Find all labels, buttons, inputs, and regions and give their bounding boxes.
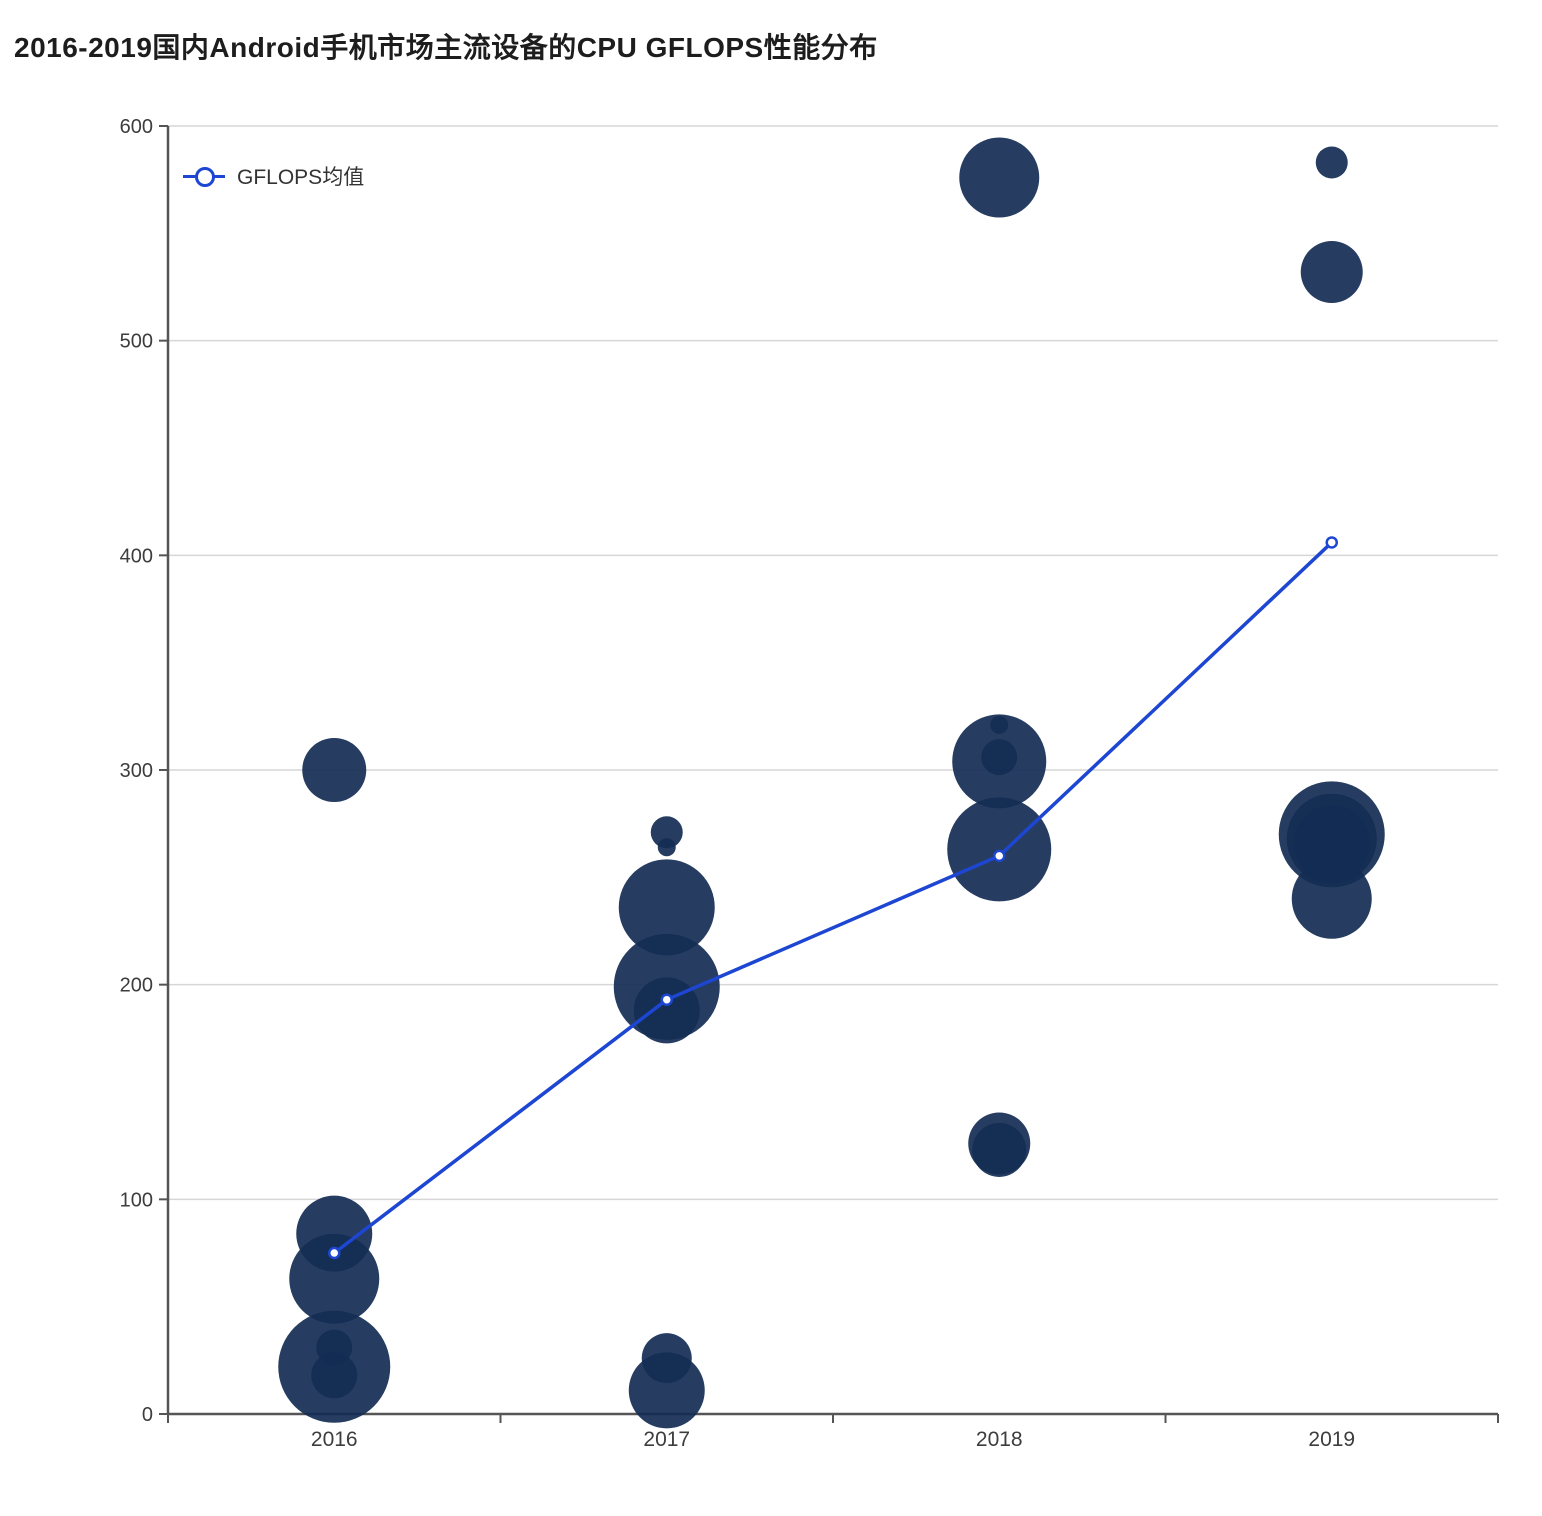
chart-title: 2016-2019国内Android手机市场主流设备的CPU GFLOPS性能分… [14,32,878,63]
y-axis-label: 500 [120,331,153,353]
mean-point[interactable] [993,849,1006,863]
mean-point[interactable] [1325,536,1338,549]
y-axis-label: 100 [120,1189,153,1211]
legend-item-gflops-mean[interactable]: GFLOPS均值 [183,161,364,191]
y-axis-label: 200 [120,975,153,997]
gflops-bubble[interactable] [947,797,1052,902]
gflops-bubble[interactable] [650,816,683,849]
gflops-bubble[interactable] [972,1122,1027,1177]
gflops-bubble[interactable] [952,714,1047,809]
mean-point[interactable] [328,1246,341,1260]
mean-line [332,540,1334,1255]
gflops-bubble[interactable] [302,738,367,802]
line-circle-legend-icon [183,163,225,189]
gflops-bubble[interactable] [959,137,1040,218]
legend-label: GFLOPS均值 [237,166,365,189]
gflops-bubble[interactable] [311,1352,358,1399]
x-axis-label: 2017 [643,1428,690,1451]
gflops-bubble[interactable] [633,977,700,1044]
x-axis-label: 2019 [1308,1428,1355,1451]
gflops-bubble[interactable] [657,838,676,857]
gflops-bubble[interactable] [1291,858,1372,939]
y-axis-label: 0 [142,1404,153,1426]
x-axis-label: 2018 [976,1428,1023,1451]
x-axis-label: 2016 [311,1428,358,1451]
gflops-bubble[interactable] [618,859,715,956]
gflops-bubble[interactable] [1300,240,1363,303]
gflops-bubble[interactable] [1293,804,1370,881]
mean-point[interactable] [660,993,673,1006]
y-axis-label: 300 [120,760,153,782]
gflops-bubble[interactable] [628,1352,705,1429]
y-axis-label: 400 [120,545,153,567]
gflops-bubble[interactable] [289,1233,380,1324]
y-axis-label: 600 [120,116,153,138]
gflops-bubble[interactable] [1315,146,1348,179]
